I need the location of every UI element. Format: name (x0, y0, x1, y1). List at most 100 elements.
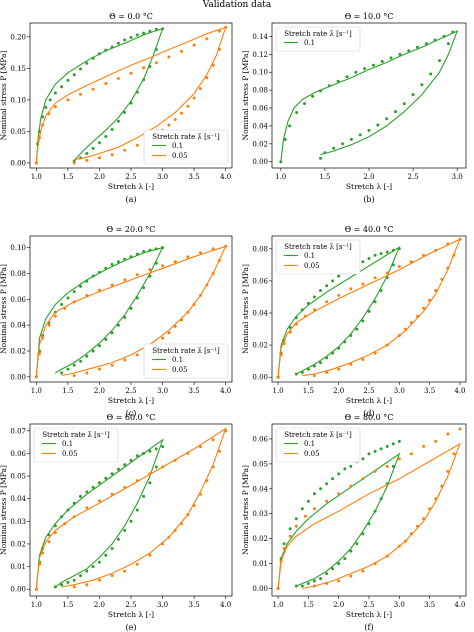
data-point (355, 327, 359, 331)
data-point (192, 96, 196, 100)
x-tick-label: 3.0 (157, 601, 168, 609)
data-point (79, 494, 82, 498)
y-tick-label: 0.00 (10, 159, 26, 167)
data-point (38, 562, 41, 566)
data-point (148, 481, 152, 485)
y-tick-label: 0.05 (252, 460, 268, 468)
data-point (72, 585, 76, 589)
data-point (434, 439, 438, 443)
data-point (135, 252, 139, 256)
data-point (349, 287, 353, 291)
data-point (91, 147, 95, 150)
data-point (72, 73, 76, 77)
y-tick-label: 0.12 (252, 51, 268, 59)
data-point (434, 497, 438, 501)
data-point (349, 362, 353, 366)
data-point (123, 257, 127, 261)
data-point (312, 364, 316, 368)
y-tick-label: 0.03 (252, 510, 268, 518)
y-tick-label: 0.05 (10, 128, 26, 136)
data-point (391, 248, 395, 252)
data-point (452, 253, 456, 257)
data-point (276, 587, 280, 590)
data-point (85, 583, 89, 587)
data-point (336, 79, 340, 83)
data-point (379, 447, 383, 451)
data-point (361, 457, 365, 461)
data-point (85, 490, 89, 494)
data-point (373, 253, 377, 257)
data-point (97, 52, 101, 56)
data-point (283, 137, 287, 141)
data-point (135, 273, 139, 277)
data-point (331, 567, 335, 571)
data-point (129, 36, 133, 39)
data-point (361, 477, 365, 481)
data-point (385, 554, 389, 558)
data-point (312, 308, 316, 312)
data-point (337, 579, 341, 583)
data-point (367, 309, 371, 313)
data-point (148, 248, 152, 252)
legend-title: Stretch rate λ̇ [s⁻¹] (42, 431, 110, 439)
data-point (129, 306, 133, 310)
data-point (306, 582, 310, 585)
legend-entry: 0.1 (172, 142, 183, 150)
data-point (349, 334, 353, 337)
data-point (409, 532, 413, 536)
data-point (173, 118, 177, 121)
x-tick-label: 1.5 (62, 387, 73, 395)
data-point (66, 78, 70, 82)
data-point (53, 314, 57, 318)
data-point (110, 492, 114, 496)
data-point (398, 52, 402, 56)
x-tick-label: 2.5 (408, 173, 419, 181)
data-point (53, 585, 57, 589)
data-point (154, 465, 158, 469)
chart-panel-b: Θ = 10.0 °C 1.0 1.5 2.0 2.5 3.0 0.00 0.02 0.04 0.… (241, 12, 467, 204)
data-point (154, 27, 158, 31)
chart-title: Θ = 40.0 °C (345, 225, 394, 234)
data-point (104, 553, 108, 557)
data-point (319, 361, 322, 365)
data-point (91, 87, 95, 91)
data-point (97, 344, 101, 348)
data-point (311, 94, 315, 98)
data-point (110, 574, 114, 578)
figure-title: Validation data (202, 0, 272, 10)
y-tick-label: 0.10 (10, 244, 26, 252)
data-point (85, 371, 89, 375)
data-point (312, 374, 316, 378)
x-tick-label: 3.5 (189, 173, 200, 181)
data-point (154, 61, 158, 65)
data-point (47, 112, 51, 116)
data-point (205, 76, 209, 80)
data-point (192, 504, 196, 507)
y-tick-label: 0.06 (10, 450, 26, 458)
data-point (319, 156, 322, 160)
data-point (422, 306, 426, 310)
data-point (135, 508, 139, 512)
series-line-0.1 (35, 27, 164, 164)
data-point (135, 296, 139, 300)
data-point (142, 250, 146, 253)
y-tick-label: 0.10 (252, 69, 268, 77)
chart-panel-a: Θ = 0.0 °C 1.0 1.5 2.0 2.5 3.0 3.5 4.0 0.00 0.05 0… (0, 12, 233, 204)
data-point (440, 484, 444, 488)
data-point (446, 266, 450, 270)
data-point (349, 484, 353, 488)
y-tick-label: 0.02 (252, 535, 268, 543)
y-tick-label: 0.06 (252, 435, 268, 443)
data-point (123, 358, 127, 362)
data-point (123, 111, 127, 114)
legend: Stretch rate λ̇ [s⁻¹]0.1 0.05 (275, 239, 361, 275)
data-point (72, 374, 76, 377)
data-point (282, 547, 286, 551)
data-point (135, 90, 139, 94)
y-tick-label: 0.14 (252, 33, 268, 41)
data-point (361, 282, 365, 286)
data-point (341, 142, 344, 146)
x-axis-label: Stretch λ [-] (108, 182, 154, 191)
data-point (135, 479, 139, 483)
x-tick-label: 2.0 (333, 601, 344, 609)
